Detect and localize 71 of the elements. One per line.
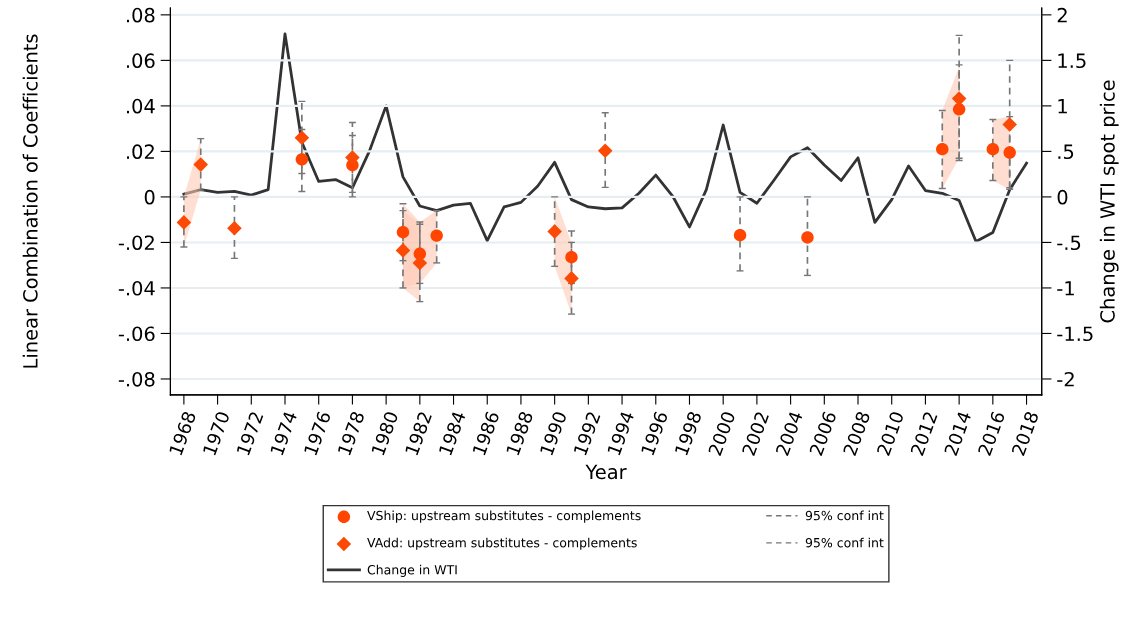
- point: [986, 142, 1000, 156]
- point: [193, 157, 209, 172]
- y2-tick-label: 1.5: [1058, 53, 1086, 69]
- y-axis-title: Linear Combination of Coefficients: [22, 34, 38, 368]
- point: [801, 231, 814, 244]
- x-tick-label: 1970: [202, 410, 230, 456]
- x-tick-label: 1968: [168, 410, 197, 456]
- y2-tick-label: .5: [1058, 144, 1074, 160]
- x-tick-label: 1976: [303, 410, 332, 456]
- x-tick-label: 1992: [573, 411, 601, 456]
- x-tick-label: 2014: [943, 410, 972, 457]
- x-tick-label: 2006: [808, 410, 837, 457]
- point: [565, 251, 578, 264]
- x-tick-label: 1980: [371, 410, 399, 456]
- legend-label: VAdd: upstream substitutes - complements: [367, 537, 637, 550]
- legend-label: VShip: upstream substitutes - complements: [367, 510, 641, 523]
- y2-tick-label: -.5: [1057, 235, 1081, 251]
- x-tick-label: 1978: [337, 410, 365, 456]
- y-tick-label: -.08: [118, 371, 155, 387]
- text: 95% conf int: [805, 510, 884, 521]
- point: [733, 228, 747, 242]
- x-tick-label: 1990: [539, 410, 568, 456]
- x-tick-label: 1984: [438, 410, 466, 456]
- point: [936, 142, 949, 156]
- point: [597, 143, 613, 158]
- point: [951, 91, 967, 106]
- point: [294, 130, 310, 146]
- x-tick-label: 2010: [876, 410, 905, 457]
- legend-label: Change in WTI: [367, 564, 457, 577]
- x-tick-label: 2002: [741, 411, 770, 457]
- x-tick-label: 2004: [775, 410, 804, 457]
- x-tick-label: 1974: [269, 410, 298, 456]
- point: [547, 224, 562, 239]
- point: [295, 153, 309, 166]
- y-tick-label: .06: [126, 53, 155, 69]
- y2-tick-label: 2: [1057, 7, 1067, 23]
- x-tick-label: 1986: [472, 410, 500, 456]
- y2-axis-title: Change in WTI spot price: [1099, 80, 1119, 323]
- y2-tick-label: -1.5: [1057, 326, 1093, 342]
- line-series: [182, 32, 1028, 243]
- x-tick-label: 1982: [404, 411, 432, 456]
- y-tick-label: 0: [144, 189, 155, 205]
- x-tick-label: 1994: [606, 410, 635, 456]
- y-tick-label: -.04: [118, 280, 155, 296]
- x-tick-label: 1972: [236, 411, 264, 456]
- y2-tick-label: -2: [1057, 371, 1074, 387]
- x-tick-label: 1996: [640, 410, 669, 456]
- y2-tick-label: 0: [1057, 189, 1068, 205]
- y2-tick-label: -1: [1057, 281, 1074, 296]
- y-tick-label: -.06: [118, 326, 155, 342]
- point: [952, 103, 966, 116]
- point: [1002, 117, 1017, 132]
- x-tick-label: 2016: [977, 410, 1006, 457]
- x-tick-label: 2008: [842, 410, 871, 457]
- point: [564, 271, 579, 286]
- point: [227, 221, 242, 236]
- x-tick-label: 2012: [910, 411, 938, 457]
- x-tick-label: 1988: [505, 410, 534, 456]
- point: [176, 215, 192, 230]
- text: 95% conf int: [805, 537, 884, 548]
- point: [430, 229, 443, 242]
- y-tick-label: -.02: [118, 235, 154, 251]
- y-tick-label: .04: [126, 98, 155, 114]
- x-tick-label: 1998: [674, 410, 702, 456]
- point: [1003, 146, 1016, 159]
- y-tick-label: .02: [126, 144, 154, 160]
- x-tick-label: 2000: [707, 410, 736, 457]
- x-tick-label: 2018: [1011, 410, 1039, 457]
- y-tick-label: .08: [126, 7, 155, 23]
- y2-tick-label: 1: [1058, 99, 1067, 114]
- x-axis-title: Year: [585, 464, 627, 480]
